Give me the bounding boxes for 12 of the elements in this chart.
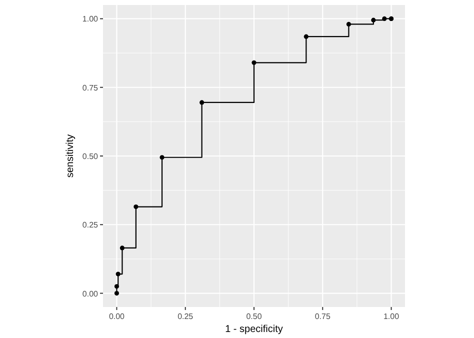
y-tick-label: 1.00 (82, 14, 99, 24)
y-tick-label: 0.75 (82, 83, 99, 92)
x-axis-title: 1 - specificity (225, 324, 283, 335)
x-tick-label: 0.00 (108, 312, 126, 321)
x-tick-label: 0.25 (178, 312, 194, 321)
x-tick-label: 0.50 (246, 312, 262, 321)
y-tick-label: 0.50 (82, 152, 99, 161)
x-tick-label: 0.75 (314, 312, 331, 321)
y-tick-label: 0.25 (82, 220, 99, 230)
x-tick-label: 1.00 (383, 312, 400, 321)
y-tick-label: 0.00 (82, 289, 99, 298)
y-axis-title: sensitivity (65, 134, 76, 178)
